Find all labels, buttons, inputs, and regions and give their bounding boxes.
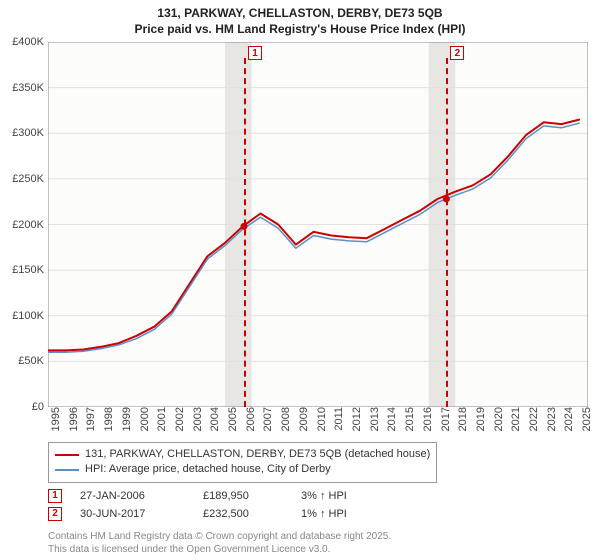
- x-axis-label: 2001: [154, 407, 168, 431]
- legend-label: HPI: Average price, detached house, City…: [85, 462, 331, 477]
- chart-container: 131, PARKWAY, CHELLASTON, DERBY, DE73 5Q…: [0, 0, 600, 560]
- y-axis-label: £150K: [12, 264, 48, 276]
- x-axis-label: 2010: [314, 407, 328, 431]
- legend-row: HPI: Average price, detached house, City…: [55, 462, 430, 477]
- footer-line-1: Contains HM Land Registry data © Crown c…: [48, 530, 391, 543]
- x-axis-label: 2008: [278, 407, 292, 431]
- title-line-2: Price paid vs. HM Land Registry's House …: [10, 22, 590, 38]
- marker-line: [446, 58, 448, 407]
- x-axis-label: 2004: [207, 407, 221, 431]
- y-axis-label: £100K: [12, 310, 48, 322]
- y-axis-label: £200K: [12, 219, 48, 231]
- x-axis-label: 2022: [526, 407, 540, 431]
- footer-line-2: This data is licensed under the Open Gov…: [48, 543, 391, 556]
- x-axis-label: 2005: [225, 407, 239, 431]
- footer: Contains HM Land Registry data © Crown c…: [48, 530, 391, 556]
- x-axis-label: 2016: [420, 407, 434, 431]
- x-axis-label: 2025: [579, 407, 593, 431]
- x-axis-label: 2019: [473, 407, 487, 431]
- x-axis-label: 2007: [260, 407, 274, 431]
- y-axis-label: £300K: [12, 127, 48, 139]
- x-axis-label: 2000: [137, 407, 151, 431]
- y-axis-label: £0: [32, 401, 48, 413]
- x-axis-label: 2023: [544, 407, 558, 431]
- x-axis-label: 2024: [561, 407, 575, 431]
- marker-table: 1 27-JAN-2006 £189,950 3% ↑ HPI 2 30-JUN-2017…: [48, 489, 588, 521]
- x-axis-label: 2013: [367, 407, 381, 431]
- x-axis-label: 2011: [331, 407, 345, 431]
- x-axis-label: 1996: [66, 407, 80, 431]
- x-axis-label: 2009: [296, 407, 310, 431]
- x-axis-label: 1995: [48, 407, 62, 431]
- y-axis-label: £350K: [12, 82, 48, 94]
- marker-number-box: 1: [248, 46, 262, 60]
- x-axis-label: 2006: [243, 407, 257, 431]
- marker-id-box: 1: [48, 489, 62, 503]
- title-block: 131, PARKWAY, CHELLASTON, DERBY, DE73 5Q…: [0, 0, 600, 41]
- x-axis-label: 2020: [491, 407, 505, 431]
- x-axis-label: 2014: [384, 407, 398, 431]
- marker-number-box: 2: [450, 46, 464, 60]
- marker-price: £189,950: [203, 490, 283, 502]
- chart-area: £0£50K£100K£150K£200K£250K£300K£350K£400…: [48, 42, 588, 407]
- legend-label: 131, PARKWAY, CHELLASTON, DERBY, DE73 5Q…: [85, 447, 430, 462]
- x-axis-label: 1997: [83, 407, 97, 431]
- marker-date: 30-JUN-2017: [80, 508, 185, 520]
- y-axis-label: £250K: [12, 173, 48, 185]
- plot-svg: [48, 42, 588, 407]
- marker-diff: 3% ↑ HPI: [301, 490, 391, 502]
- legend-area: 131, PARKWAY, CHELLASTON, DERBY, DE73 5Q…: [48, 442, 588, 525]
- x-axis-label: 2017: [438, 407, 452, 431]
- marker-id-box: 2: [48, 507, 62, 521]
- marker-date: 27-JAN-2006: [80, 490, 185, 502]
- x-axis-label: 1998: [101, 407, 115, 431]
- x-axis-label: 2012: [349, 407, 363, 431]
- x-axis-label: 2021: [508, 407, 522, 431]
- y-axis-label: £50K: [18, 355, 48, 367]
- x-axis-label: 2002: [172, 407, 186, 431]
- marker-table-row: 1 27-JAN-2006 £189,950 3% ↑ HPI: [48, 489, 588, 503]
- title-line-1: 131, PARKWAY, CHELLASTON, DERBY, DE73 5Q…: [10, 6, 590, 22]
- x-axis-label: 2018: [455, 407, 469, 431]
- legend-line-swatch: [55, 454, 79, 456]
- x-axis-label: 2003: [190, 407, 204, 431]
- legend-row: 131, PARKWAY, CHELLASTON, DERBY, DE73 5Q…: [55, 447, 430, 462]
- marker-table-row: 2 30-JUN-2017 £232,500 1% ↑ HPI: [48, 507, 588, 521]
- x-axis-label: 2015: [402, 407, 416, 431]
- y-axis-label: £400K: [12, 36, 48, 48]
- x-axis-label: 1999: [119, 407, 133, 431]
- marker-line: [244, 58, 246, 407]
- marker-price: £232,500: [203, 508, 283, 520]
- legend-box: 131, PARKWAY, CHELLASTON, DERBY, DE73 5Q…: [48, 442, 437, 483]
- marker-diff: 1% ↑ HPI: [301, 508, 391, 520]
- legend-line-swatch: [55, 469, 79, 471]
